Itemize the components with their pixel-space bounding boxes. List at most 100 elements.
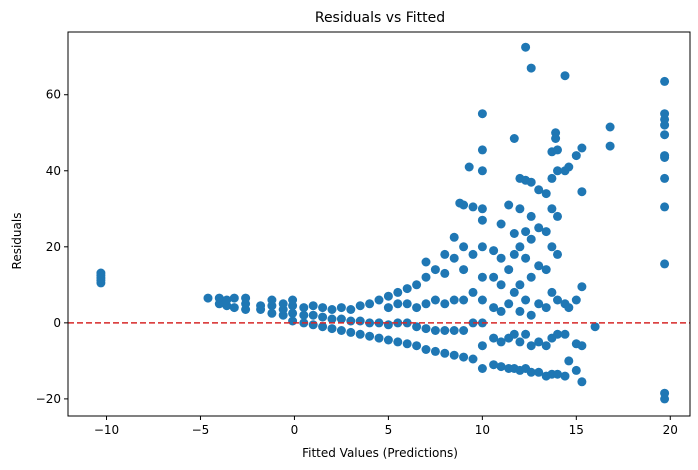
data-point [374, 295, 384, 305]
data-point [383, 335, 393, 345]
x-tick-label: −5 [192, 423, 210, 437]
data-point [534, 185, 544, 195]
data-point [374, 333, 384, 343]
data-point [346, 316, 356, 326]
data-point [336, 326, 346, 335]
data-point [421, 272, 431, 282]
data-point [459, 242, 469, 252]
data-point [553, 249, 562, 259]
data-point [496, 280, 506, 290]
data-point [440, 348, 450, 358]
data-point [577, 341, 587, 351]
data-point [534, 223, 544, 233]
data-point [355, 329, 365, 339]
data-point [660, 259, 670, 269]
data-point [526, 310, 536, 320]
data-point [468, 249, 478, 259]
y-tick-label: 40 [46, 164, 61, 178]
data-point [547, 287, 557, 297]
data-point [489, 272, 499, 282]
data-point [393, 299, 403, 309]
data-point [509, 249, 519, 259]
data-point [515, 306, 525, 316]
data-point [393, 287, 403, 297]
data-point [468, 202, 478, 212]
data-point [229, 303, 239, 313]
data-point [496, 219, 506, 229]
data-point [564, 356, 574, 366]
data-point [459, 352, 469, 362]
data-point [355, 316, 365, 326]
data-point [577, 187, 587, 197]
data-point [526, 177, 536, 187]
data-point [496, 253, 506, 263]
data-point [560, 371, 570, 381]
y-tick-label: 60 [46, 88, 61, 102]
data-point [383, 320, 393, 330]
data-point [504, 200, 514, 210]
data-point [402, 284, 412, 294]
data-point [440, 326, 450, 335]
data-point [468, 287, 478, 297]
data-point [440, 249, 450, 259]
data-point [564, 162, 574, 172]
data-point [430, 295, 440, 305]
data-point [553, 211, 562, 221]
data-point [412, 322, 422, 332]
data-point [299, 310, 309, 320]
data-point [412, 303, 422, 313]
data-point [521, 253, 531, 263]
data-point [288, 316, 298, 326]
data-point [504, 265, 514, 275]
data-point [477, 145, 487, 155]
data-point [515, 337, 525, 347]
data-point [526, 272, 536, 282]
data-point [534, 337, 544, 347]
data-point [402, 318, 412, 328]
data-point [214, 293, 224, 303]
data-point [365, 299, 375, 309]
data-point [489, 360, 499, 370]
x-tick-label: −10 [94, 423, 119, 437]
data-point [365, 331, 375, 341]
data-point [660, 202, 670, 212]
data-point [551, 134, 561, 143]
data-point [496, 306, 506, 316]
data-point [560, 71, 570, 81]
data-point [553, 329, 562, 339]
data-point [477, 242, 487, 252]
data-point [660, 76, 670, 86]
data-point [459, 326, 469, 335]
data-point [526, 63, 536, 73]
data-point [440, 299, 450, 309]
data-point [509, 229, 519, 238]
data-point [660, 388, 670, 398]
data-point [449, 253, 459, 263]
data-point [534, 299, 544, 309]
data-point [534, 367, 544, 377]
data-point [256, 301, 266, 311]
x-tick-label: 20 [663, 423, 678, 437]
data-point [383, 291, 393, 301]
data-point [515, 242, 525, 252]
data-point [553, 369, 562, 379]
data-point [308, 310, 318, 320]
data-point [336, 303, 346, 313]
data-point [421, 257, 431, 267]
data-point [590, 322, 600, 332]
data-point [288, 308, 298, 318]
y-axis: −20 0 20 40 60 [36, 88, 68, 406]
data-point [577, 143, 587, 153]
data-point [440, 268, 450, 278]
x-tick-label: 10 [475, 423, 490, 437]
data-point [541, 303, 551, 313]
data-point [521, 227, 531, 237]
data-point [308, 301, 318, 311]
y-axis-label: Residuals [10, 213, 24, 270]
y-tick-label: 20 [46, 240, 61, 254]
data-point [553, 295, 562, 305]
data-point [605, 122, 615, 132]
data-point [477, 215, 487, 225]
data-point [241, 293, 251, 303]
data-point [346, 327, 356, 337]
